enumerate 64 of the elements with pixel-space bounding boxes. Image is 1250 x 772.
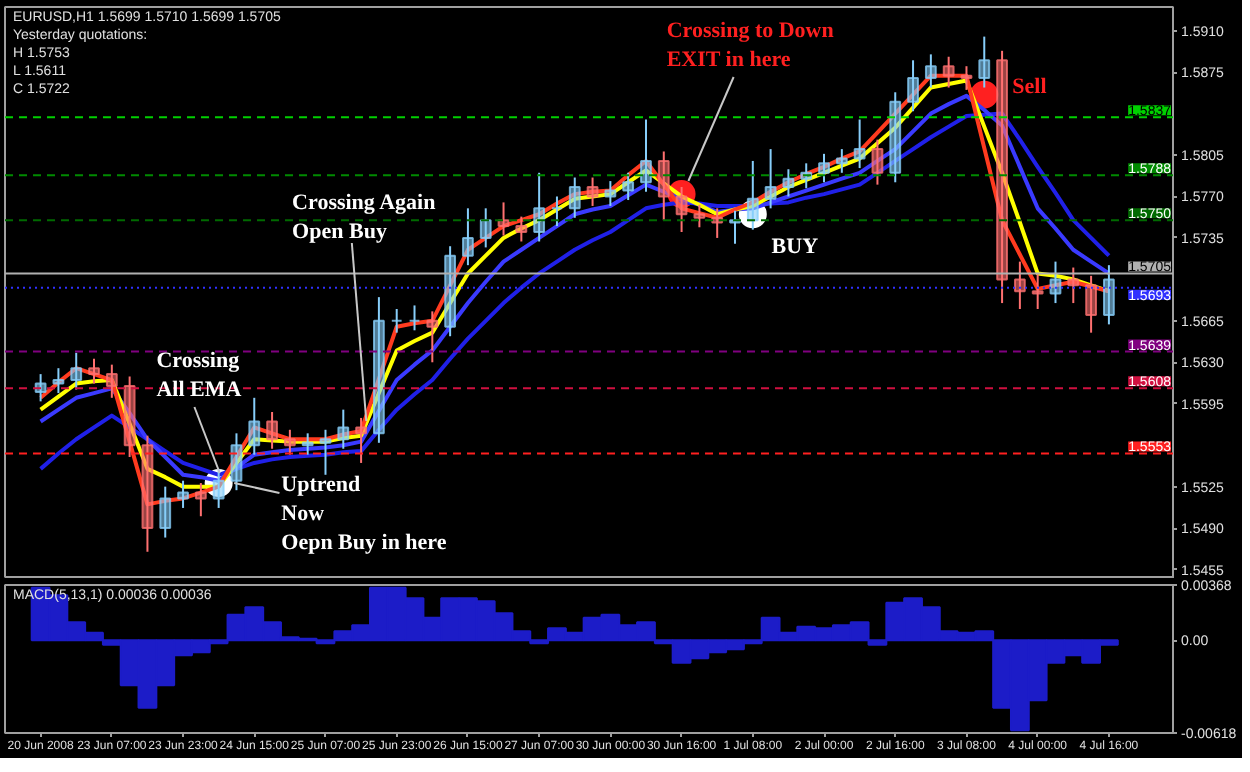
candlestick bbox=[1103, 264, 1115, 326]
candlestick bbox=[479, 207, 492, 249]
candlestick bbox=[675, 186, 688, 234]
candlestick bbox=[319, 428, 332, 476]
candlestick bbox=[1067, 266, 1080, 305]
candlestick bbox=[141, 434, 154, 553]
candlestick bbox=[266, 411, 278, 450]
candlestick bbox=[462, 207, 474, 267]
annotation: Crossing All EMA bbox=[156, 349, 242, 402]
candlestick bbox=[123, 375, 136, 459]
candlestick bbox=[924, 53, 937, 89]
annotation: Uptrend Now Oepn Buy in here bbox=[281, 473, 447, 555]
candlestick bbox=[34, 373, 47, 403]
annotation: Crossing Again Open Buy bbox=[292, 191, 436, 244]
annotation: Sell bbox=[1012, 75, 1047, 99]
candlestick bbox=[355, 416, 367, 464]
candlestick bbox=[177, 479, 189, 509]
candlestick bbox=[871, 138, 884, 186]
candlestick bbox=[533, 171, 546, 243]
candlestick bbox=[515, 215, 528, 243]
candlestick bbox=[586, 176, 599, 207]
annotation: BUY bbox=[771, 235, 819, 259]
candlestick bbox=[568, 176, 581, 219]
candlestick bbox=[283, 428, 296, 456]
candlestick bbox=[604, 180, 617, 207]
candlestick bbox=[373, 296, 385, 444]
candlestick bbox=[248, 396, 261, 456]
candlestick bbox=[853, 118, 866, 170]
candlestick bbox=[230, 432, 243, 492]
candlestick bbox=[551, 195, 563, 228]
candlestick bbox=[194, 482, 207, 518]
candlestick bbox=[907, 59, 919, 113]
candlestick bbox=[889, 91, 902, 184]
candlestick bbox=[764, 148, 777, 210]
candlestick bbox=[52, 367, 65, 395]
candlestick bbox=[1085, 274, 1097, 334]
candlestick bbox=[622, 171, 635, 202]
candlestick bbox=[1049, 260, 1062, 305]
candlestick bbox=[978, 35, 991, 89]
candlestick bbox=[1013, 260, 1026, 310]
candlestick bbox=[693, 203, 706, 229]
candlestick bbox=[301, 432, 314, 456]
candlestick bbox=[657, 150, 670, 222]
candlestick bbox=[390, 307, 403, 334]
candlestick bbox=[337, 408, 350, 450]
candlestick bbox=[996, 49, 1008, 305]
candlestick bbox=[88, 357, 100, 385]
annotation: Crossing to Down EXIT in here bbox=[666, 19, 834, 72]
candlestick bbox=[105, 363, 118, 399]
candlestick bbox=[818, 152, 830, 184]
candlestick bbox=[212, 467, 225, 509]
candlestick bbox=[960, 65, 973, 91]
candlestick bbox=[782, 168, 795, 198]
candlestick bbox=[1031, 272, 1044, 310]
candlestick bbox=[746, 159, 759, 231]
candlestick bbox=[70, 351, 83, 391]
candlestick bbox=[942, 55, 955, 89]
candlestick bbox=[408, 304, 421, 332]
candlestick bbox=[426, 310, 439, 364]
candlestick bbox=[711, 207, 724, 239]
candlestick bbox=[640, 118, 652, 193]
candlestick bbox=[835, 148, 848, 174]
candlestick bbox=[159, 485, 172, 539]
candlestick bbox=[444, 245, 457, 338]
